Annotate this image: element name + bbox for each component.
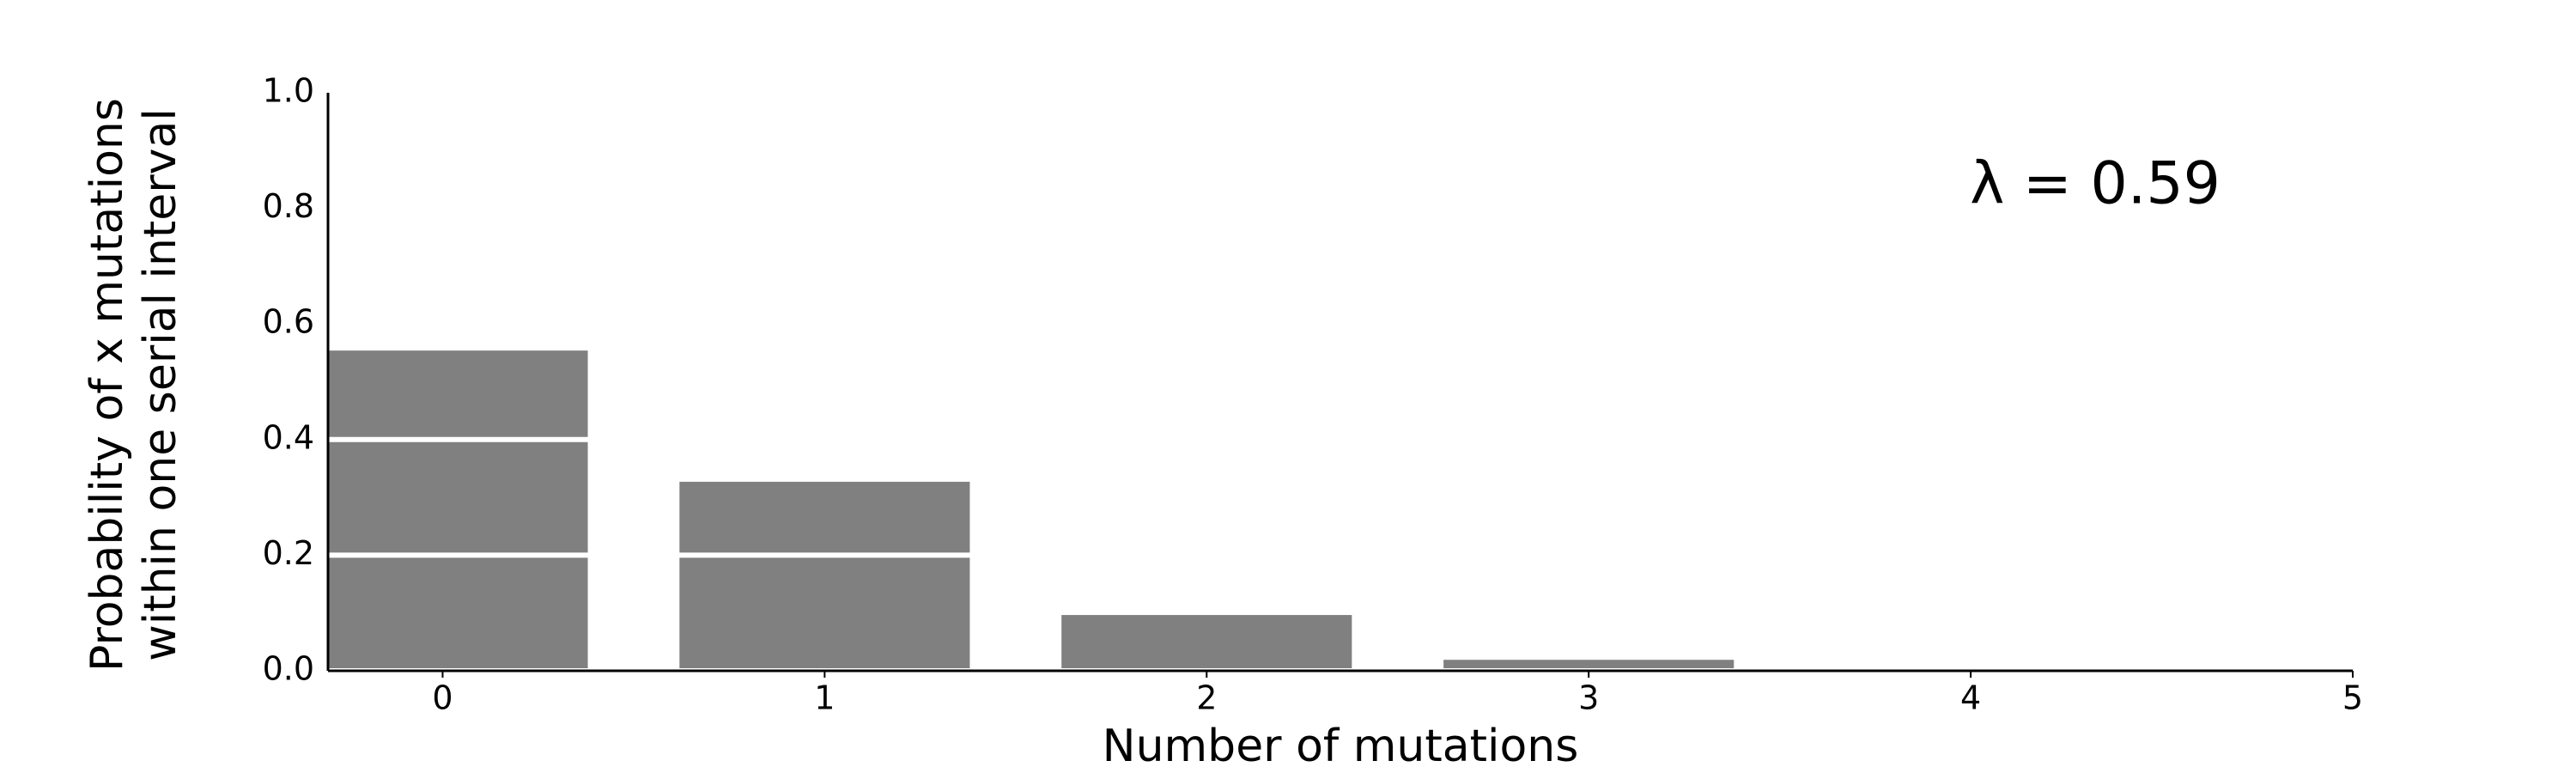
x-tick-label: 5 [2342, 679, 2363, 717]
x-tick-label: 3 [1578, 679, 1599, 717]
y-tick-label: 0.8 [263, 187, 314, 225]
y-tick-label: 0.2 [263, 534, 314, 572]
y-tick-label: 1.0 [263, 72, 314, 110]
y-tick-label: 0.0 [263, 650, 314, 688]
bar [328, 350, 588, 671]
y-tick-label: 0.4 [263, 418, 314, 456]
x-tick-label: 4 [1960, 679, 1981, 717]
bar [679, 481, 970, 671]
y-axis-label: Probability of x mutations [82, 98, 133, 672]
bar [1061, 615, 1352, 671]
x-tick-label: 1 [814, 679, 835, 717]
y-axis-label: within one serial interval [135, 108, 186, 661]
x-tick-label: 0 [432, 679, 453, 717]
x-axis-label: Number of mutations [1103, 721, 1579, 772]
y-tick-label: 0.6 [263, 303, 314, 341]
bar [1443, 660, 1735, 671]
x-tick-label: 2 [1196, 679, 1217, 717]
